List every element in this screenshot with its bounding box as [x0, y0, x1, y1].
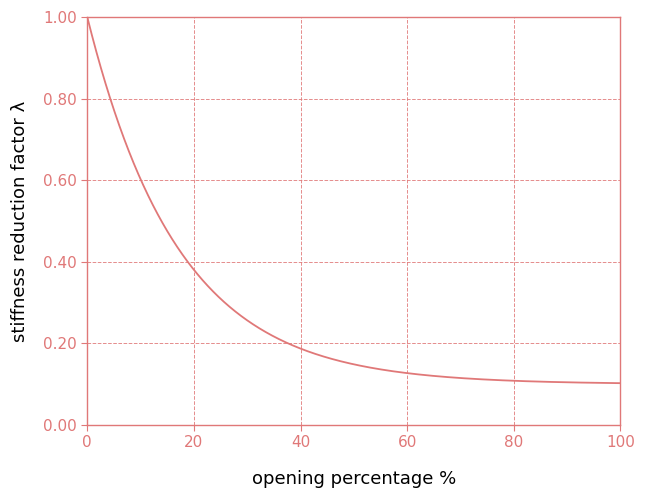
Y-axis label: stiffness reduction factor λ: stiffness reduction factor λ — [11, 100, 29, 342]
X-axis label: opening percentage %: opening percentage % — [252, 470, 456, 488]
